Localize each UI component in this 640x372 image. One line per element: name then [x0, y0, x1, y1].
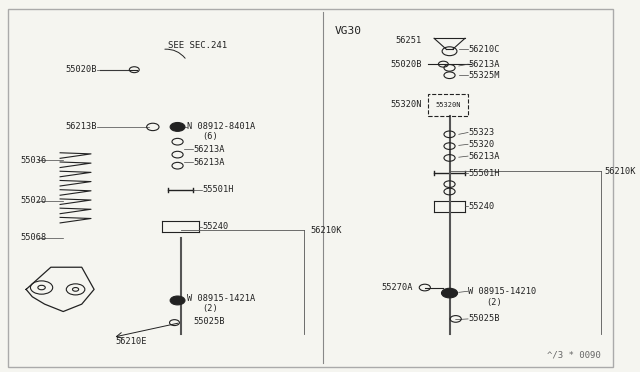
- Text: 55320N: 55320N: [390, 100, 422, 109]
- Text: 56210E: 56210E: [116, 337, 147, 346]
- Text: 55025B: 55025B: [468, 314, 500, 323]
- Text: 55320N: 55320N: [436, 102, 461, 108]
- Text: N 08912-8401A: N 08912-8401A: [187, 122, 255, 131]
- Text: 55323: 55323: [468, 128, 494, 137]
- Text: N: N: [175, 124, 180, 130]
- Circle shape: [442, 288, 458, 298]
- Circle shape: [170, 122, 185, 131]
- Text: 55020B: 55020B: [66, 65, 97, 74]
- Text: 56251: 56251: [396, 36, 422, 45]
- Text: 56213A: 56213A: [468, 60, 500, 69]
- Text: 55240: 55240: [468, 202, 494, 211]
- Text: VG30: VG30: [335, 26, 362, 36]
- Text: (2): (2): [486, 298, 502, 307]
- Text: 55068: 55068: [20, 233, 46, 242]
- Text: 55240: 55240: [202, 222, 228, 231]
- Text: 56210C: 56210C: [468, 45, 500, 54]
- Text: (6): (6): [202, 132, 218, 141]
- Text: 55020B: 55020B: [390, 60, 422, 69]
- Text: (2): (2): [202, 304, 218, 314]
- Text: 55501H: 55501H: [468, 169, 500, 177]
- Text: 55270A: 55270A: [381, 283, 412, 292]
- Text: W: W: [447, 291, 452, 296]
- Text: 55025B: 55025B: [193, 317, 225, 326]
- Text: W 08915-14210: W 08915-14210: [468, 287, 536, 296]
- Text: W: W: [175, 298, 180, 303]
- Text: 55320: 55320: [468, 140, 494, 149]
- Text: 56213B: 56213B: [66, 122, 97, 131]
- Text: 55020: 55020: [20, 196, 46, 205]
- Text: 56210K: 56210K: [310, 226, 342, 235]
- Circle shape: [170, 296, 185, 305]
- Text: ^/3 * 0090: ^/3 * 0090: [547, 350, 601, 359]
- Text: 56213A: 56213A: [193, 145, 225, 154]
- Text: SEE SEC.241: SEE SEC.241: [168, 41, 227, 50]
- Text: W 08915-1421A: W 08915-1421A: [187, 294, 255, 303]
- Text: 55036: 55036: [20, 155, 46, 165]
- Text: 56213A: 56213A: [193, 157, 225, 167]
- Text: 55325M: 55325M: [468, 71, 500, 80]
- Text: 55501H: 55501H: [202, 185, 234, 194]
- Text: 56210K: 56210K: [604, 167, 636, 176]
- Text: 56213A: 56213A: [468, 152, 500, 161]
- FancyBboxPatch shape: [8, 9, 613, 367]
